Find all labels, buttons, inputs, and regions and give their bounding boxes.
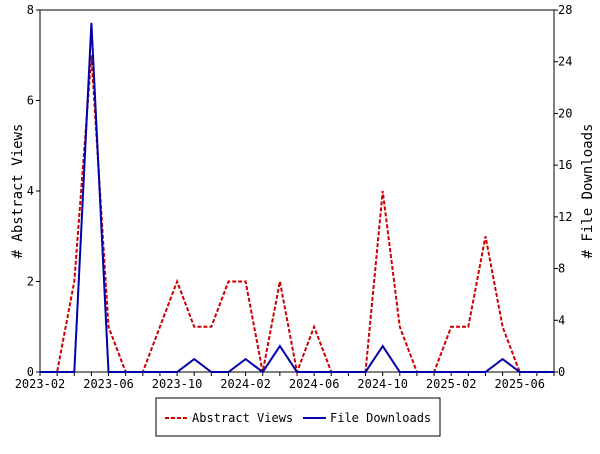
right-tick-label: 20 (558, 106, 572, 120)
legend-box (155, 397, 441, 437)
right-tick-label: 12 (558, 210, 572, 224)
left-tick-label: 2 (27, 275, 34, 289)
legend: Abstract Views File Downloads (155, 397, 441, 437)
right-tick-label: 0 (558, 365, 565, 379)
y-axis-label-left: # Abstract Views (10, 124, 26, 259)
right-tick-label: 24 (558, 55, 572, 69)
left-tick-label: 8 (27, 3, 34, 17)
x-tick-label: 2023-10 (152, 377, 203, 391)
x-tick-label: 2023-02 (15, 377, 66, 391)
left-tick-label: 0 (27, 365, 34, 379)
x-tick-label: 2024-06 (289, 377, 340, 391)
left-tick-label: 6 (27, 94, 34, 108)
right-tick-label: 28 (558, 3, 572, 17)
series-layer (40, 22, 554, 376)
left-axis-ticks: 0 2 4 6 8 (27, 3, 40, 379)
right-tick-label: 8 (558, 262, 565, 276)
plot-area (39, 9, 555, 373)
left-tick-label: 4 (27, 184, 34, 198)
x-tick-label: 2023-06 (83, 377, 134, 391)
y-axis-label-right: # File Downloads (580, 124, 596, 259)
series-line-file-downloads (40, 22, 554, 374)
x-axis-ticks: 2023-02 2023-06 2023-10 2024-02 2024-06 2024-… (15, 372, 555, 391)
x-tick-label: 2025-02 (426, 377, 477, 391)
x-tick-label: 2025-06 (494, 377, 545, 391)
right-tick-label: 4 (558, 313, 565, 327)
legend-label-file-downloads: File Downloads (330, 411, 431, 425)
legend-label-abstract-views: Abstract Views (192, 411, 293, 425)
x-tick-label: 2024-02 (220, 377, 271, 391)
right-tick-label: 16 (558, 158, 572, 172)
right-axis-ticks: 0 4 8 12 16 20 24 28 (554, 3, 572, 379)
x-tick-label: 2024-10 (357, 377, 408, 391)
